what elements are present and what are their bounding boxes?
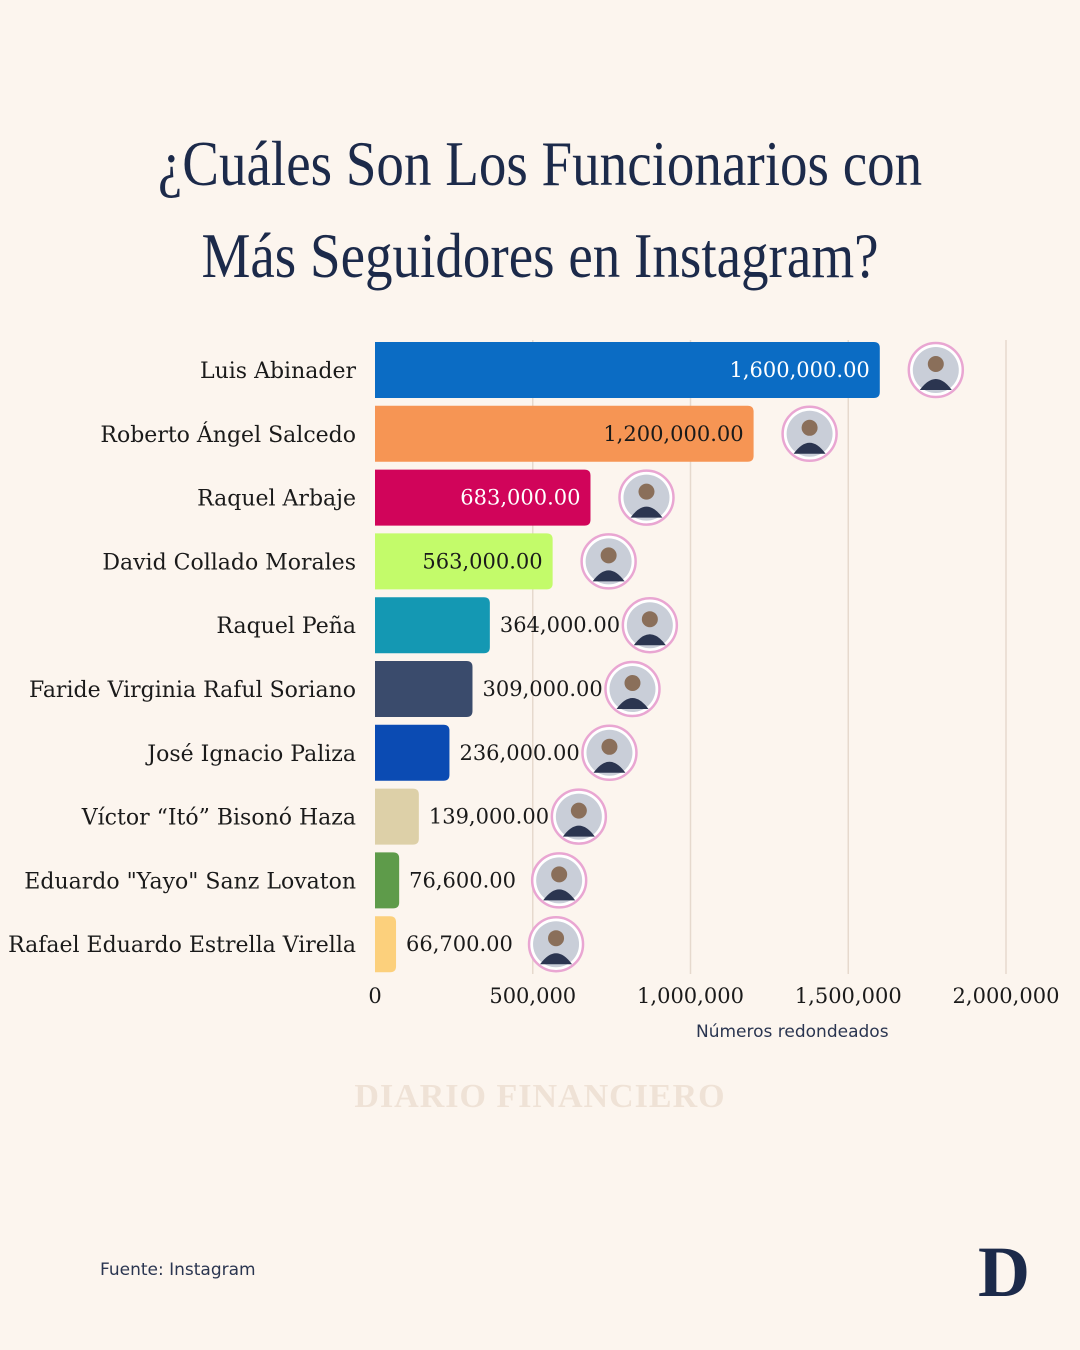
category-label: Roberto Ángel Salcedo	[100, 421, 356, 448]
category-label: Faride Virginia Raful Soriano	[29, 678, 356, 703]
bar	[375, 916, 397, 973]
value-label: 563,000.00	[422, 549, 542, 573]
x-tick-label: 500,000	[489, 984, 576, 1008]
bar	[375, 342, 880, 398]
avatar-head	[551, 866, 568, 883]
value-label: 309,000.00	[482, 677, 602, 701]
avatar-body	[562, 825, 595, 837]
watermark: DIARIO FINANCIERO	[354, 1078, 726, 1115]
bar	[375, 724, 450, 781]
brand-logo: D	[978, 1232, 1030, 1312]
avatar-body	[630, 506, 663, 518]
value-label: 1,600,000.00	[730, 358, 870, 382]
rounding-note: Números redondeados	[696, 1022, 889, 1042]
avatar-head	[624, 675, 641, 691]
chart-title-line-2: Más Seguidores en Instagram?	[201, 220, 879, 291]
avatar-head	[600, 547, 617, 564]
avatar-head	[548, 930, 565, 947]
avatar-body	[633, 634, 666, 646]
category-label: David Collado Morales	[102, 550, 356, 575]
category-label: José Ignacio Paliza	[145, 742, 356, 767]
avatar-body	[593, 761, 626, 773]
value-label: 683,000.00	[460, 486, 580, 510]
category-label: Raquel Peña	[216, 614, 356, 639]
avatar-head	[641, 611, 658, 628]
avatar-body	[592, 570, 625, 582]
x-tick-label: 1,000,000	[637, 984, 744, 1008]
chart-title-line-1: ¿Cuáles Son Los Funcionarios con	[157, 128, 923, 199]
value-label: 364,000.00	[500, 613, 620, 637]
value-label: 1,200,000.00	[603, 422, 743, 446]
bar	[375, 852, 400, 909]
avatar-head	[927, 356, 944, 372]
avatar-body	[919, 379, 952, 390]
category-label: Luis Abinader	[200, 359, 356, 384]
chart-title: ¿Cuáles Son Los Funcionarios con Más Seg…	[76, 118, 1005, 302]
x-tick-label: 0	[368, 984, 381, 1008]
avatar-head	[570, 802, 587, 819]
avatar-body	[793, 442, 826, 454]
avatar-body	[540, 953, 573, 965]
value-label: 236,000.00	[459, 741, 579, 765]
category-label: Rafael Eduardo Estrella Virella	[8, 933, 356, 958]
category-label: Eduardo "Yayo" Sanz Lovaton	[24, 869, 356, 894]
avatar-head	[601, 738, 618, 755]
category-label: Raquel Arbaje	[197, 487, 356, 512]
value-label: 76,600.00	[409, 868, 516, 892]
x-tick-label: 2,000,000	[953, 984, 1060, 1008]
value-label: 66,700.00	[406, 932, 513, 956]
bar	[375, 661, 473, 717]
avatar-head	[638, 483, 655, 500]
category-label: Víctor “Itó” Bisonó Haza	[81, 806, 356, 831]
value-label: 139,000.00	[429, 805, 549, 829]
avatar-body	[616, 698, 649, 709]
avatar-body	[543, 889, 576, 901]
source-note: Fuente: Instagram	[100, 1260, 256, 1280]
x-tick-label: 1,500,000	[795, 984, 902, 1008]
bar	[375, 788, 419, 845]
bar	[375, 405, 754, 462]
bar	[375, 469, 591, 526]
avatar-head	[801, 419, 818, 436]
bar	[375, 597, 490, 654]
bar	[375, 533, 553, 590]
